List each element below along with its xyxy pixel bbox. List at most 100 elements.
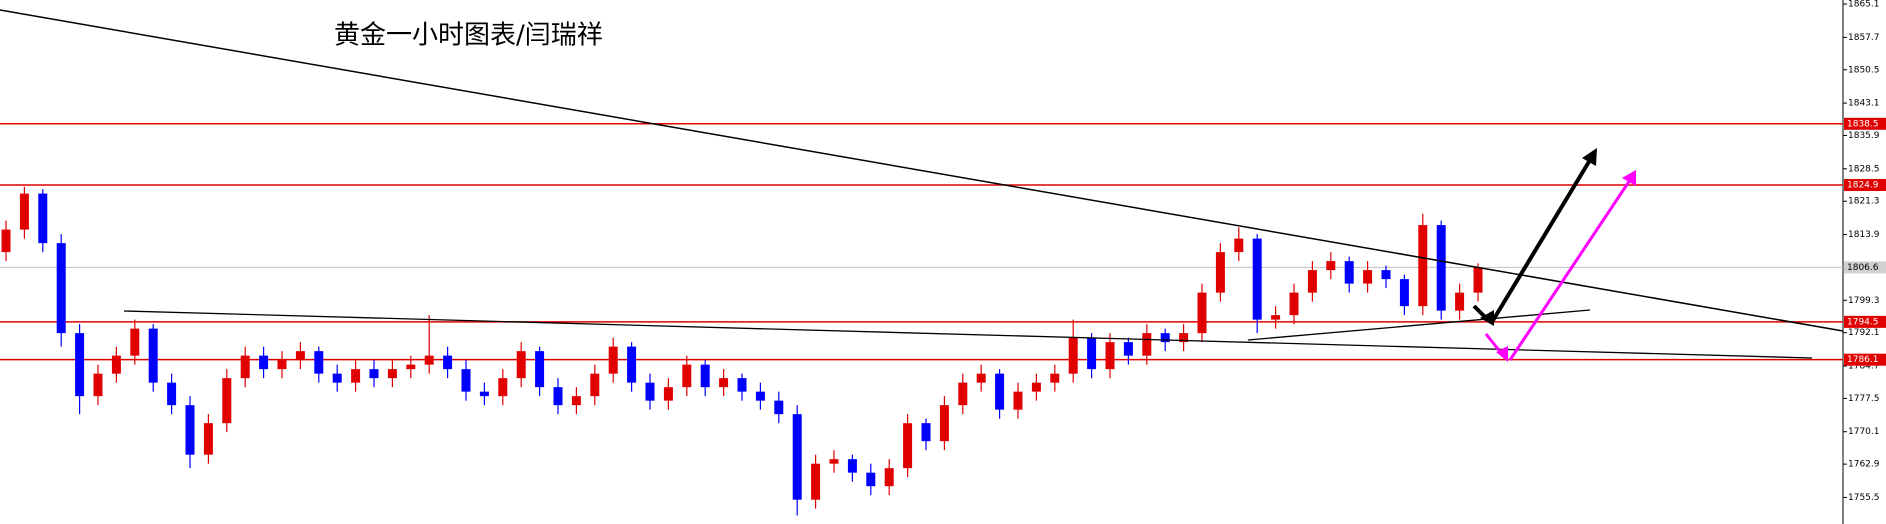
candle-body <box>1436 225 1446 311</box>
candle-body <box>663 387 673 401</box>
candle-body <box>19 193 29 230</box>
level-box <box>1844 315 1886 328</box>
y-tick-label: 1813.9 <box>1848 230 1880 240</box>
y-tick-label: 1755.5 <box>1848 493 1880 503</box>
y-tick-label: 1865.1 <box>1848 0 1880 10</box>
candle-body <box>774 400 784 415</box>
candle-body <box>1215 252 1225 293</box>
candle-body <box>167 382 177 406</box>
candle-body <box>498 378 508 397</box>
y-tick-label: 1799.3 <box>1848 296 1880 306</box>
candle-body <box>277 360 287 370</box>
candle-body <box>1087 337 1097 370</box>
candle-body <box>535 351 545 388</box>
level-label: 1838.5 <box>1847 119 1879 129</box>
candle-body <box>1455 292 1465 311</box>
candle-body <box>958 382 968 406</box>
arrow <box>1508 179 1632 361</box>
candle-body <box>479 391 489 397</box>
candle-body <box>1344 261 1354 284</box>
trend-line <box>123 310 1813 359</box>
y-tick-label: 1777.5 <box>1848 394 1880 404</box>
candle-body <box>921 423 931 442</box>
candle-body <box>406 364 416 370</box>
candle-body <box>1271 315 1281 320</box>
arrow <box>1490 158 1592 324</box>
candle-body <box>1399 279 1409 307</box>
y-tick-label: 1792.1 <box>1848 328 1880 338</box>
candle-body <box>314 351 324 374</box>
candle-body <box>608 346 618 374</box>
candle-body <box>1252 238 1262 320</box>
trend-line <box>1247 309 1591 341</box>
candle-body <box>1142 333 1152 356</box>
candle-body <box>1160 333 1170 343</box>
candle-body <box>369 369 379 379</box>
candle-body <box>1050 373 1060 383</box>
level-box <box>1844 353 1886 366</box>
candle-body <box>387 369 397 379</box>
annotations <box>0 9 1844 362</box>
candle-body <box>995 373 1005 410</box>
candle-body <box>847 459 857 473</box>
candle-body <box>1307 270 1317 293</box>
candle-body <box>185 405 195 455</box>
candle-body <box>571 396 581 406</box>
candle-body <box>866 472 876 487</box>
candle-body <box>1 229 11 253</box>
level-box <box>1844 179 1886 192</box>
candle-body <box>1179 333 1189 343</box>
candle-body <box>1013 391 1023 410</box>
candle-body <box>1473 267 1483 293</box>
candle-body <box>38 193 48 244</box>
candle-body <box>1105 342 1115 370</box>
candle-body <box>1363 270 1373 284</box>
level-label: 1786.1 <box>1847 355 1879 365</box>
arrow-head <box>1582 148 1597 166</box>
arrow-head <box>1496 346 1508 362</box>
candle-body <box>682 364 692 388</box>
candle-body <box>792 414 802 500</box>
y-tick-label: 1835.9 <box>1848 131 1880 141</box>
candle-body <box>553 387 563 406</box>
arrow-head <box>1480 310 1494 326</box>
level-label: 1794.5 <box>1847 317 1879 327</box>
candle-body <box>203 423 213 455</box>
candle-body <box>976 373 986 383</box>
last-price-box <box>1844 261 1886 274</box>
trend-line <box>0 9 1844 332</box>
candle-body <box>884 468 894 487</box>
candle-body <box>590 373 600 397</box>
y-tick-label: 1850.5 <box>1848 65 1880 75</box>
candle-body <box>424 355 434 365</box>
candle-body <box>93 373 103 397</box>
candle-body <box>111 355 121 374</box>
candle-body <box>332 373 342 383</box>
candle-body <box>1031 382 1041 392</box>
level-box <box>1844 117 1886 130</box>
candle-body <box>259 355 269 370</box>
candle-body <box>939 405 949 442</box>
candle-body <box>1289 292 1299 316</box>
candle-body <box>700 364 710 388</box>
y-tick-label: 1770.1 <box>1848 427 1880 437</box>
candle-body <box>295 351 305 361</box>
y-tick-label: 1762.9 <box>1848 460 1880 470</box>
candle-body <box>222 378 232 424</box>
y-tick-label: 1821.3 <box>1848 197 1880 207</box>
candle-body <box>516 351 526 379</box>
candle-body <box>56 243 66 334</box>
y-tick-label: 1828.5 <box>1848 164 1880 174</box>
candle-body <box>719 378 729 388</box>
candle-body <box>148 328 158 383</box>
candle-body <box>1123 342 1133 356</box>
candle-body <box>737 378 747 392</box>
y-tick-label: 1784.7 <box>1848 361 1880 371</box>
candle-body <box>443 355 453 370</box>
candle-body <box>1234 238 1244 253</box>
last-price-label: 1806.6 <box>1847 263 1879 273</box>
candle-body <box>755 391 765 401</box>
candle-body <box>811 463 821 500</box>
candle-body <box>627 346 637 383</box>
